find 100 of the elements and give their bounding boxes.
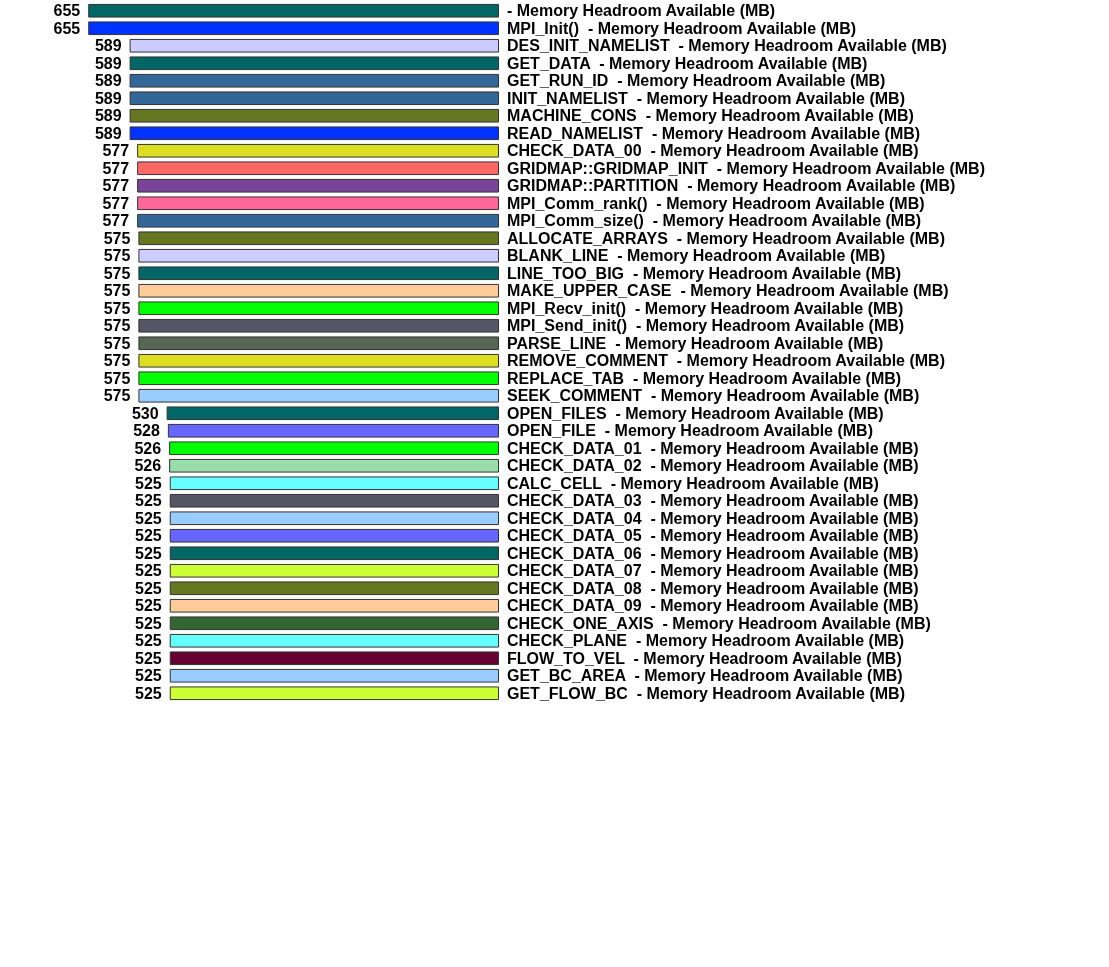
data-label: 575 — [103, 247, 131, 265]
y-tick-label: READ_NAMELIST - Memory Headroom Available (MB) — [507, 124, 921, 142]
bar — [129, 126, 499, 141]
y-tick-label: CHECK_DATA_05 - Memory Headroom Available (MB) — [507, 527, 919, 545]
y-tick-label: GET_BC_AREA - Memory Headroom Available (MB) — [507, 667, 903, 685]
bar — [138, 231, 499, 246]
data-label: 525 — [135, 579, 162, 597]
y-tick-label: REPLACE_TAB - Memory Headroom Available (MB) — [507, 369, 902, 387]
data-label: 530 — [131, 404, 159, 422]
data-label: 575 — [103, 299, 131, 317]
y-tick-label: CHECK_DATA_01 - Memory Headroom Available (MB) — [507, 439, 919, 457]
y-tick-label: MPI_Send_init() - Memory Headroom Available (MB) — [507, 317, 905, 335]
data-label: 526 — [134, 439, 162, 457]
y-tick-label: INIT_NAMELIST - Memory Headroom Available (MB) — [507, 89, 905, 107]
bar — [137, 161, 499, 176]
data-label: 655 — [53, 19, 81, 37]
data-label: 589 — [94, 54, 122, 72]
y-tick-label: DES_INIT_NAMELIST - Memory Headroom Available (MB) — [507, 37, 947, 55]
bar — [138, 388, 499, 403]
y-tick-label: CHECK_DATA_07 - Memory Headroom Available (MB) — [507, 562, 919, 580]
y-tick-label: GET_FLOW_BC - Memory Headroom Available (MB) — [507, 684, 905, 702]
bar — [169, 598, 499, 613]
bar — [129, 73, 499, 88]
bar — [138, 336, 499, 351]
y-tick-label: MPI_Comm_size() - Memory Headroom Available (MB) — [507, 212, 922, 230]
data-label: 575 — [103, 334, 131, 352]
data-label: 528 — [133, 422, 160, 440]
y-tick-label: MAKE_UPPER_CASE - Memory Headroom Available (MB) — [507, 282, 949, 300]
bar — [88, 3, 499, 18]
y-tick-label: GRIDMAP::GRIDMAP_INIT - Memory Headroom Available (MB) — [507, 159, 985, 177]
y-tick-label: CHECK_ONE_AXIS - Memory Headroom Available (MB) — [507, 614, 931, 632]
bar — [169, 563, 499, 578]
bar — [169, 546, 499, 561]
data-label: 525 — [135, 649, 162, 667]
y-tick-label: CHECK_DATA_09 - Memory Headroom Available (MB) — [507, 597, 919, 615]
y-tick-label: BLANK_LINE - Memory Headroom Available (MB) — [507, 247, 886, 265]
data-label: 526 — [134, 457, 162, 475]
data-label: 525 — [135, 527, 162, 545]
data-label: 575 — [103, 387, 131, 405]
bar — [138, 371, 499, 386]
y-tick-label: MPI_Init() - Memory Headroom Available (MB) — [507, 19, 857, 37]
bar — [169, 476, 499, 491]
y-tick-label: CHECK_DATA_04 - Memory Headroom Available (MB) — [507, 509, 919, 527]
bar — [169, 581, 499, 596]
bar — [137, 178, 499, 193]
bar — [138, 353, 499, 368]
bar — [137, 143, 499, 158]
bar — [169, 633, 499, 648]
y-tick-label: OPEN_FILE - Memory Headroom Available (MB) — [507, 422, 873, 440]
y-tick-label: MPI_Comm_rank() - Memory Headroom Available (MB) — [507, 194, 925, 212]
data-label: 577 — [102, 212, 130, 230]
data-label: 525 — [135, 614, 162, 632]
data-label: 589 — [94, 124, 122, 142]
data-label: 525 — [135, 474, 162, 492]
y-tick-label: MPI_Recv_init() - Memory Headroom Available (MB) — [507, 299, 904, 317]
data-label: 525 — [135, 667, 162, 685]
data-label: 575 — [103, 229, 131, 247]
bar — [137, 196, 499, 211]
bar — [129, 38, 499, 53]
y-tick-label: PARSE_LINE - Memory Headroom Available (MB) — [507, 334, 884, 352]
data-label: 577 — [102, 159, 130, 177]
bar — [129, 108, 499, 123]
bar — [169, 616, 499, 631]
y-tick-label: CHECK_DATA_03 - Memory Headroom Available (MB) — [507, 492, 919, 510]
y-tick-label: CHECK_DATA_08 - Memory Headroom Available (MB) — [507, 579, 919, 597]
y-tick-label: REMOVE_COMMENT - Memory Headroom Available (MB) — [507, 352, 945, 370]
data-label: 525 — [135, 544, 162, 562]
y-tick-label: FLOW_TO_VEL - Memory Headroom Available (MB) — [507, 649, 902, 667]
bar — [138, 318, 499, 333]
y-tick-label: CHECK_DATA_00 - Memory Headroom Available (MB) — [507, 142, 919, 160]
data-label: 589 — [94, 89, 122, 107]
bar — [169, 686, 499, 701]
y-tick-label: GRIDMAP::PARTITION - Memory Headroom Available (MB) — [507, 177, 956, 195]
bar — [166, 406, 499, 421]
y-tick-label: GET_RUN_ID - Memory Headroom Available (MB) — [507, 72, 886, 90]
data-label: 525 — [135, 632, 162, 650]
bar — [169, 493, 499, 508]
data-label: 589 — [94, 107, 122, 125]
bar — [169, 511, 499, 526]
bar — [138, 266, 499, 281]
y-tick-label: ALLOCATE_ARRAYS - Memory Headroom Available (MB) — [507, 229, 945, 247]
y-tick-label: SEEK_COMMENT - Memory Headroom Available (MB) — [507, 387, 920, 405]
data-label: 589 — [94, 37, 122, 55]
data-label: 525 — [135, 509, 162, 527]
y-tick-label: CALC_CELL - Memory Headroom Available (MB) — [507, 474, 879, 492]
data-label: 525 — [135, 684, 162, 702]
bar — [138, 301, 499, 316]
bar — [169, 441, 499, 456]
y-tick-label: CHECK_DATA_02 - Memory Headroom Available (MB) — [507, 457, 919, 475]
bar — [138, 248, 499, 263]
y-tick-label: CHECK_PLANE - Memory Headroom Available (MB) — [507, 632, 905, 650]
bar — [129, 56, 499, 71]
data-label: 575 — [103, 369, 131, 387]
data-label: 575 — [103, 352, 131, 370]
data-label: 575 — [103, 264, 131, 282]
y-tick-label: - Memory Headroom Available (MB) — [507, 2, 776, 20]
bar — [169, 458, 499, 473]
data-label: 525 — [135, 597, 162, 615]
bar — [169, 528, 499, 543]
bar — [169, 651, 499, 666]
